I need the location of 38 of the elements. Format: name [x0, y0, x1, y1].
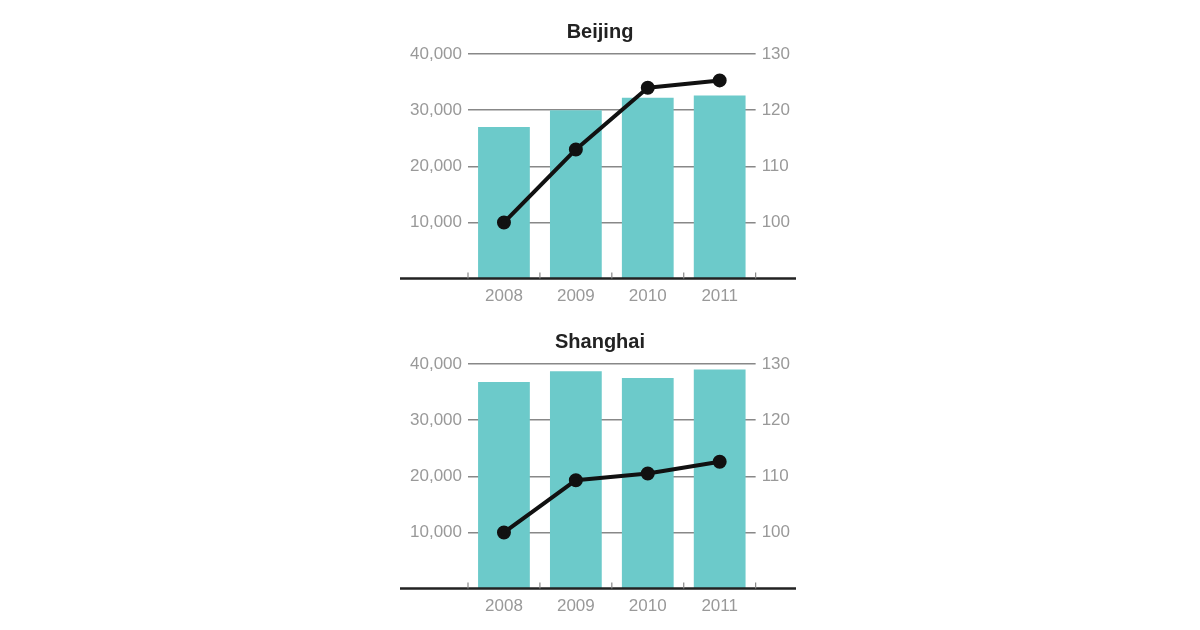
- bar: [549, 371, 602, 589]
- y-tick-label: 30,000: [410, 409, 462, 429]
- y-tick-label: 30,000: [410, 99, 462, 119]
- x-tick-label: 2010: [628, 286, 667, 306]
- y2-tick-label: 120: [761, 409, 791, 429]
- bar: [621, 378, 674, 589]
- x-tick-label: 2011: [701, 596, 738, 616]
- y2-tick-label: 110: [761, 465, 789, 485]
- point: [568, 473, 583, 488]
- y-tick-label: 10,000: [410, 212, 462, 232]
- x-tick-label: 2009: [556, 596, 595, 616]
- point: [712, 454, 727, 469]
- y-tick-label: 40,000: [410, 43, 462, 63]
- point: [568, 142, 583, 157]
- x-tick-label: 2008: [485, 596, 523, 616]
- point: [496, 525, 511, 540]
- x-tick-label: 2010: [628, 596, 667, 616]
- chart-title: Beijing: [566, 19, 634, 42]
- y2-tick-label: 110: [761, 155, 789, 175]
- point: [640, 466, 655, 481]
- y2-tick-label: 120: [761, 99, 791, 119]
- y2-tick-label: 130: [761, 43, 791, 63]
- x-tick-label: 2011: [701, 286, 738, 306]
- x-tick-label: 2009: [556, 286, 595, 306]
- x-tick-label: 2008: [485, 286, 523, 306]
- point: [496, 215, 511, 230]
- point: [640, 80, 655, 95]
- y2-tick-label: 130: [761, 353, 791, 373]
- y2-tick-label: 100: [761, 522, 791, 542]
- y-tick-label: 20,000: [410, 465, 462, 485]
- chart-title: Shanghai: [554, 329, 646, 352]
- y-tick-label: 10,000: [410, 522, 462, 542]
- point: [712, 73, 727, 88]
- bar: [693, 369, 746, 589]
- y-tick-label: 40,000: [410, 353, 462, 373]
- y2-tick-label: 100: [761, 212, 791, 232]
- y-tick-label: 20,000: [410, 155, 462, 175]
- bar: [478, 381, 530, 589]
